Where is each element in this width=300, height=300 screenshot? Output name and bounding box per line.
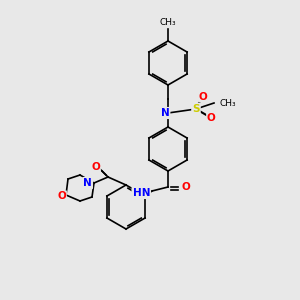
- Text: N: N: [160, 108, 169, 118]
- Text: O: O: [58, 191, 66, 201]
- Text: O: O: [207, 113, 215, 123]
- Text: S: S: [192, 104, 200, 114]
- Text: O: O: [199, 92, 207, 102]
- Text: CH₃: CH₃: [219, 98, 236, 107]
- Text: CH₃: CH₃: [160, 18, 176, 27]
- Text: N: N: [83, 178, 92, 188]
- Text: O: O: [182, 182, 191, 192]
- Text: HN: HN: [133, 188, 150, 198]
- Text: O: O: [92, 162, 100, 172]
